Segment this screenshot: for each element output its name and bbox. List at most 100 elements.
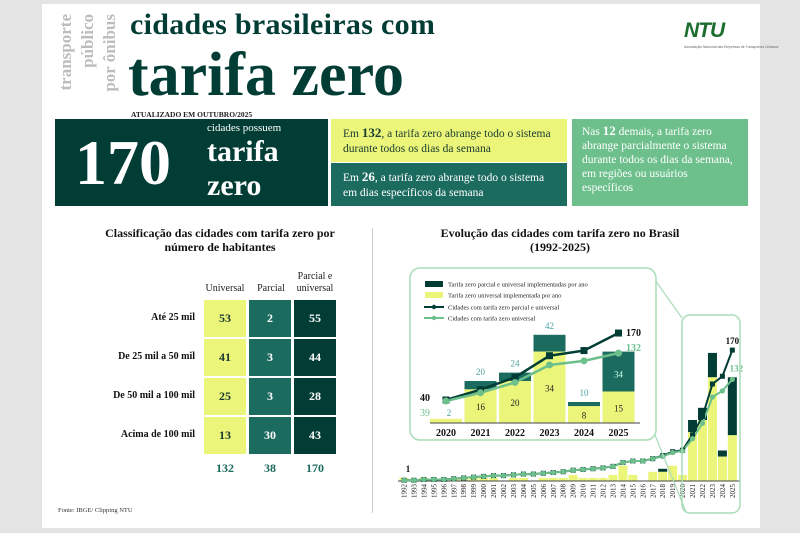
- point-universal: [630, 458, 636, 464]
- end-universal-label: 132: [730, 363, 744, 373]
- bar-universal: [717, 456, 727, 481]
- year-tick: 2011: [590, 484, 598, 498]
- total-parcial: 38: [264, 461, 276, 475]
- inset-year-tick: 2024: [574, 428, 594, 439]
- bar-partial: [688, 420, 698, 433]
- divider: [372, 228, 373, 513]
- inset-universal-label: 34: [545, 383, 555, 393]
- specific-text: , a tarifa zero abrange todo o sistema e…: [343, 172, 545, 199]
- table-title: Classificação das cidades com tarifa zer…: [105, 226, 335, 254]
- year-tick: 2005: [530, 484, 538, 499]
- source-note: Fonte: IBGE/ Clipping NTU: [58, 507, 133, 514]
- inset-point-universal: [511, 378, 519, 386]
- year-tick: 2020: [679, 484, 687, 499]
- inset-point-universal: [580, 357, 588, 365]
- legend-label: Cidades com tarifa zero universal: [448, 316, 536, 323]
- legend-marker: [431, 315, 437, 321]
- bar-universal: [518, 477, 528, 481]
- specific-pre: Em: [343, 172, 362, 184]
- chart-title: Evolução das cidades com tarifa zero no …: [440, 226, 680, 254]
- inset-line-total: [445, 331, 620, 402]
- point-total: [700, 413, 705, 419]
- point-universal: [590, 466, 596, 472]
- ntu-logo: NTU: [684, 19, 725, 42]
- inset-start-universal: 39: [420, 408, 430, 419]
- inset-point-total: [546, 352, 553, 360]
- table-cell: 41: [204, 339, 246, 376]
- universal-pre: Em: [343, 128, 362, 140]
- total-parcial-universal: 170: [306, 461, 324, 475]
- table-cell: 55: [294, 300, 336, 337]
- year-tick: 2019: [669, 484, 677, 499]
- year-tick: 1992: [401, 484, 409, 499]
- point-universal: [709, 394, 716, 400]
- point-universal: [500, 473, 507, 479]
- inset-total-label: 20: [476, 367, 486, 377]
- col-parcial: Parcial: [257, 283, 285, 294]
- year-tick: 2008: [560, 484, 568, 499]
- specific-days-box: Em 26, a tarifa zero abrange todo o sist…: [331, 163, 567, 206]
- inset-year-tick: 2025: [609, 428, 629, 439]
- inset-universal-label: 16: [476, 402, 486, 412]
- point-universal: [610, 463, 616, 469]
- point-universal: [451, 476, 457, 482]
- inset-point-total: [615, 329, 622, 337]
- bar-partial: [727, 377, 737, 436]
- point-universal: [719, 388, 726, 394]
- bar-universal: [558, 477, 568, 481]
- partial-text: demais, a tarifa zero abrange parcialmen…: [582, 126, 733, 194]
- bar-universal: [698, 420, 707, 481]
- table-cell: 2: [249, 300, 291, 337]
- inset-total-label: 34: [614, 370, 624, 380]
- point-universal: [481, 473, 487, 479]
- inset-year-tick: 2021: [471, 428, 491, 439]
- table-cell: 30: [249, 417, 291, 454]
- legend-swatch: [425, 292, 443, 298]
- inset-end-universal: 132: [626, 343, 641, 354]
- legend-swatch: [425, 281, 443, 287]
- specific-count: 26: [361, 169, 375, 184]
- year-tick: 2014: [619, 484, 627, 499]
- inset-universal-label: 2: [447, 408, 452, 418]
- point-total: [690, 432, 696, 438]
- inset-year-tick: 2020: [436, 428, 456, 439]
- point-universal: [441, 476, 447, 483]
- point-universal: [580, 466, 586, 473]
- year-tick: 2007: [550, 484, 558, 499]
- point-universal: [421, 476, 427, 483]
- inset-bar-partial: [464, 381, 497, 390]
- inset-bar-partial: [568, 402, 600, 407]
- bar-universal: [668, 465, 678, 481]
- point-universal: [699, 420, 706, 426]
- year-tick: 2006: [540, 484, 548, 499]
- bar-partial: [707, 352, 717, 378]
- inset-point-universal: [615, 349, 622, 357]
- year-tick: 1997: [450, 484, 458, 499]
- connector-line: [654, 434, 687, 513]
- table-cell: 13: [204, 417, 246, 454]
- inset-bar-partial: [533, 334, 566, 352]
- bar-universal: [538, 477, 548, 481]
- bar-universal: [598, 477, 608, 481]
- point-universal: [670, 449, 676, 456]
- inset-point-universal: [442, 397, 450, 405]
- year-tick: 2010: [580, 484, 588, 499]
- row-label: Acima de 100 mil: [120, 429, 195, 440]
- year-tick: 2000: [480, 484, 488, 499]
- point-universal: [729, 376, 735, 382]
- inset-bar-universal: [430, 418, 462, 423]
- tarifa-word: tarifa: [207, 135, 279, 168]
- year-tick: 2002: [500, 484, 508, 499]
- inset-point-universal: [546, 361, 553, 369]
- year-tick: 2003: [510, 484, 518, 499]
- point-universal: [689, 436, 696, 442]
- point-universal: [490, 473, 497, 479]
- legend-label: Cidades com tarifa zero parcial e univer…: [448, 305, 559, 312]
- year-tick: 1993: [410, 484, 418, 499]
- year-tick: 1999: [470, 484, 478, 499]
- table-cell: 53: [204, 300, 246, 337]
- bar-universal: [658, 471, 668, 481]
- universal-text: , a tarifa zero abrange todo o sistema d…: [343, 128, 551, 155]
- row-label: Até 25 mil: [151, 312, 195, 323]
- year-tick: 2016: [639, 484, 647, 499]
